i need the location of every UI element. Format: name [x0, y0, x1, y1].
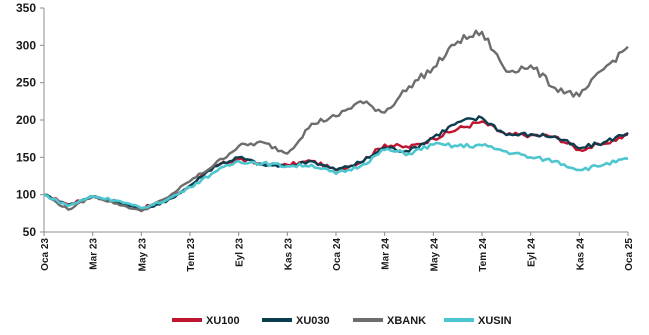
series-line-xu030	[43, 115, 629, 211]
legend-label-xu100: XU100	[206, 315, 240, 327]
legend-label-xusin: XUSIN	[478, 315, 512, 327]
y-tick-label: 350	[16, 1, 36, 15]
axes: 50 100 150 200 250 300 350 Oca 23 Mar 23 May 23 Te…	[16, 1, 635, 272]
series-lines	[43, 29, 629, 213]
x-tick-label: Oca 25	[624, 238, 635, 271]
x-tick-label: Tem 23	[186, 238, 197, 272]
legend-label-xu030: XU030	[296, 315, 330, 327]
series-line-xusin	[43, 141, 629, 210]
series-line-xbank	[43, 29, 629, 213]
x-tick-label: Mar 23	[89, 238, 100, 270]
x-tick-label: May 23	[137, 238, 148, 272]
x-tick-label: Kas 23	[283, 238, 294, 271]
y-tick-label: 100	[16, 188, 36, 202]
x-tick-label: May 24	[429, 238, 440, 272]
y-tick-label: 250	[16, 76, 36, 90]
x-tick-label: Tem 24	[478, 238, 489, 272]
x-tick-label: Kas 24	[575, 238, 586, 271]
legend: XU100 XU030 XBANK XUSIN	[172, 315, 512, 327]
x-tick-label: Eyl 24	[527, 238, 538, 267]
x-tick-label: Mar 24	[381, 238, 392, 270]
legend-label-xbank: XBANK	[387, 315, 426, 327]
x-tick-label: Eyl 23	[235, 238, 246, 267]
y-tick-label: 150	[16, 150, 36, 164]
y-tick-label: 300	[16, 38, 36, 52]
y-tick-label: 200	[16, 113, 36, 127]
x-tick-label: Oca 24	[332, 238, 343, 271]
y-tick-label: 50	[23, 225, 37, 239]
x-tick-label: Oca 23	[40, 238, 51, 271]
